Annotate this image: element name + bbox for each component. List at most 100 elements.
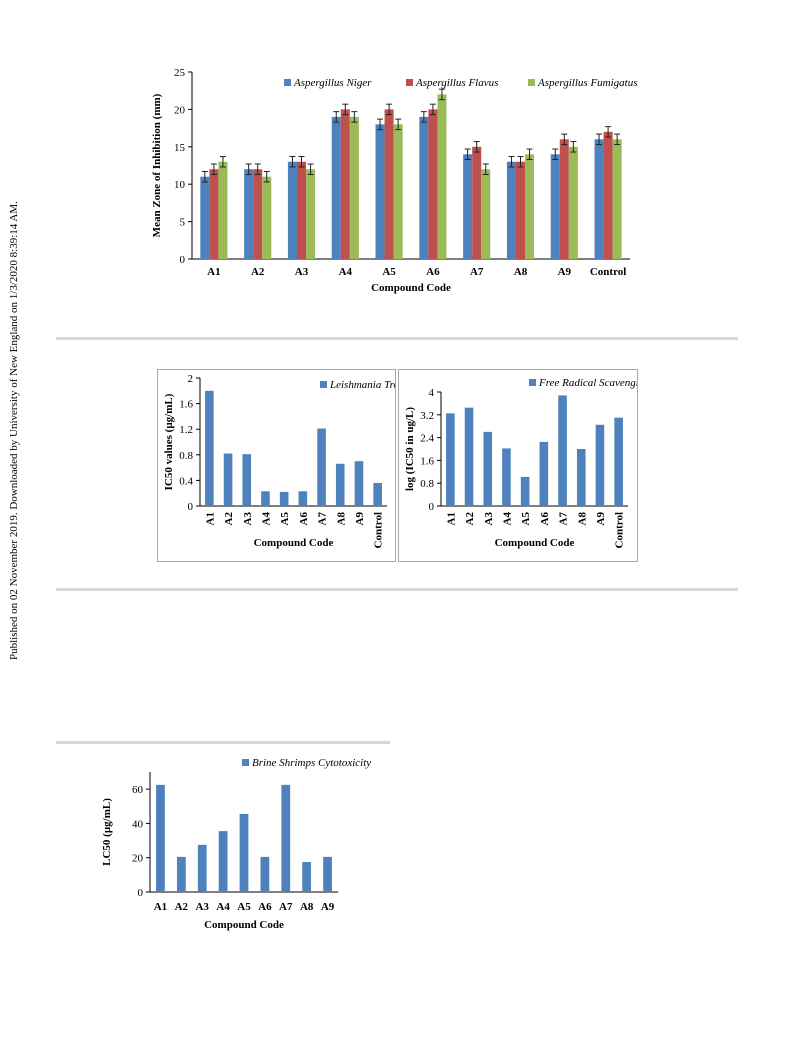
x-tick-label: A3 [295, 266, 309, 278]
x-tick-label: A9 [354, 512, 366, 526]
y-tick-label: 3.2 [420, 410, 434, 422]
legend-swatch [406, 79, 413, 86]
x-tick-label: A1 [445, 512, 457, 525]
legend-swatch [528, 79, 535, 86]
bar [373, 482, 382, 506]
bar [595, 424, 605, 506]
x-tick-label: A6 [426, 266, 440, 278]
bar [205, 390, 214, 506]
bar [335, 463, 345, 506]
antioxidant-chart-svg: 0 0.8 1.6 2.4 3.2 4 A1 A2 A3 A4 A5 A6 A7 A8 A9 Control C… [404, 377, 650, 549]
y-tick-label: 4 [429, 387, 435, 399]
bar [437, 94, 447, 259]
bar [603, 131, 613, 259]
y-tick-label: 40 [132, 818, 144, 830]
bar [550, 154, 560, 259]
y-tick-label: 2 [188, 373, 194, 385]
y-tick-label: 0 [138, 887, 144, 899]
bar [614, 417, 623, 506]
bar [559, 139, 569, 259]
bar [340, 109, 350, 260]
x-tick-label: A4 [216, 901, 230, 913]
legend-label: Aspergillus Fumigatus [537, 77, 638, 89]
x-tick-label: A2 [223, 512, 235, 526]
bar [331, 116, 341, 259]
y-axis-title: Mean Zone of Inhibition (mm) [151, 93, 163, 237]
bar [375, 124, 385, 259]
x-tick-label: A6 [539, 512, 551, 526]
x-tick-label: A2 [251, 266, 265, 278]
bar [520, 476, 530, 506]
cytotoxicity-chart: 0 20 40 60 A1 A2 A3 A4 A5 A6 A7 A8 A9 Compound Code LC… [95, 752, 371, 942]
bar [253, 169, 263, 259]
y-tick-label: 20 [174, 104, 186, 116]
antioxidant-chart-panel: 0 0.8 1.6 2.4 3.2 4 A1 A2 A3 A4 A5 A6 A7 A8 A9 Control C… [398, 369, 650, 562]
x-tick-label: A6 [298, 512, 310, 526]
x-tick-label: A8 [335, 512, 347, 526]
legend-swatch [242, 759, 249, 766]
legend-label: Brine Shrimps Cytotoxicity [252, 757, 371, 769]
side-note: Published on 02 November 2019. Downloade… [8, 201, 20, 660]
bar [279, 491, 289, 506]
bar [393, 124, 403, 259]
x-tick-label: A7 [317, 512, 329, 526]
legend-swatch [529, 379, 536, 386]
x-tick-label: A9 [558, 266, 572, 278]
legend-swatch [320, 381, 327, 388]
bar [298, 491, 308, 506]
legend-label: Aspergillus Flavus [415, 77, 498, 89]
bar [218, 831, 228, 892]
x-axis-title: Compound Code [254, 537, 334, 549]
x-axis-title: Compound Code [204, 919, 284, 931]
x-tick-label: A1 [204, 512, 216, 525]
y-tick-label: 0 [429, 501, 435, 513]
y-tick-label: 0.4 [179, 475, 193, 487]
y-tick-label: 10 [174, 179, 186, 191]
bar [539, 441, 549, 506]
leishmania-chart-panel: 0 0.4 0.8 1.2 1.6 2 A1 A2 A3 A4 A5 A6 A7 A8 A9 Control C… [157, 369, 418, 562]
bar [262, 176, 272, 259]
x-tick-label: A5 [520, 512, 532, 526]
x-tick-label: A9 [321, 901, 335, 913]
legend-swatch [284, 79, 291, 86]
x-axis-title: Compound Code [495, 537, 575, 549]
y-axis-title: LC50 (µg/mL) [101, 798, 113, 866]
y-tick-label: 5 [180, 217, 186, 229]
side-note-text: Published on 02 November 2019. Downloade… [8, 201, 20, 660]
bar [515, 161, 526, 259]
y-axis-title: IC50 values (µg/mL) [163, 393, 175, 490]
x-tick-label: A5 [382, 266, 396, 278]
bar [472, 146, 482, 259]
x-tick-label: A9 [595, 512, 607, 526]
bar [306, 169, 316, 259]
bar [483, 431, 493, 506]
y-tick-label: 60 [132, 784, 144, 796]
bar [176, 856, 186, 892]
separator-rule-1 [56, 337, 738, 340]
x-tick-label: A7 [470, 266, 484, 278]
x-tick-label: Control [373, 512, 385, 548]
y-axis-title: log (IC50 in ug/L) [404, 407, 416, 491]
legend-label: Leishmania Tropica [329, 379, 395, 391]
bar [296, 161, 307, 259]
x-tick-label: A5 [279, 512, 291, 526]
bar [317, 428, 326, 506]
bar [594, 139, 604, 259]
antifungal-chart: 0 5 10 15 20 25 A1 A2 A3 A4 A5 A6 A7 A8 A9 Control Compo… [150, 60, 650, 310]
bar [223, 453, 233, 506]
bar [261, 491, 270, 506]
bar [446, 413, 455, 506]
y-tick-label: 2.4 [420, 433, 434, 445]
x-tick-label: A5 [237, 901, 251, 913]
bar [481, 169, 491, 259]
y-tick-label: 0 [180, 254, 186, 266]
bar [302, 862, 312, 892]
separator-rule-2 [56, 588, 738, 591]
x-tick-label: Control [614, 512, 626, 548]
legend-label: Free Radical Scavenging [538, 377, 637, 389]
bar [612, 139, 622, 259]
x-axis-title: Compound Code [371, 282, 451, 294]
leishmania-chart-svg: 0 0.4 0.8 1.2 1.6 2 A1 A2 A3 A4 A5 A6 A7 A8 A9 Control C… [163, 373, 418, 549]
bar [558, 395, 567, 506]
x-tick-label: A3 [242, 512, 254, 526]
